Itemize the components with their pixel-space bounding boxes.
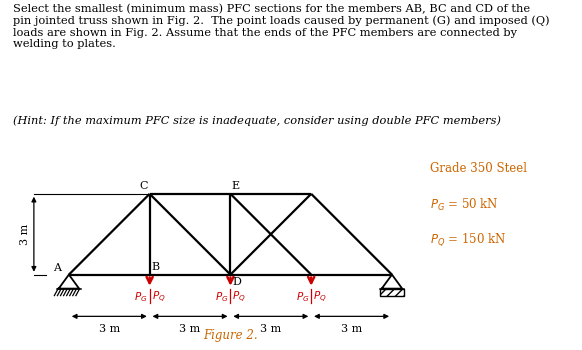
Text: $P_G$: $P_G$ (296, 290, 309, 304)
Text: C: C (140, 181, 148, 191)
Text: 3 m: 3 m (20, 224, 30, 245)
Polygon shape (380, 289, 404, 296)
Text: Figure 2.: Figure 2. (203, 329, 258, 342)
Text: 3 m: 3 m (341, 324, 362, 334)
Text: 3 m: 3 m (260, 324, 282, 334)
Text: $P_G$ = 50 kN: $P_G$ = 50 kN (430, 197, 498, 213)
Text: B: B (151, 262, 159, 272)
Text: $P_G$: $P_G$ (215, 290, 229, 304)
Text: $P_Q$: $P_Q$ (232, 290, 246, 305)
Text: $P_Q$ = 150 kN: $P_Q$ = 150 kN (430, 232, 506, 248)
Text: Grade 350 Steel: Grade 350 Steel (430, 162, 527, 175)
Text: E: E (232, 181, 240, 191)
Text: $P_G$: $P_G$ (134, 290, 148, 304)
Text: $P_Q$: $P_Q$ (313, 290, 327, 305)
Text: 3 m: 3 m (98, 324, 120, 334)
Text: $P_Q$: $P_Q$ (151, 290, 165, 305)
Text: 3 m: 3 m (179, 324, 201, 334)
Text: Select the smallest (minimum mass) PFC sections for the members AB, BC and CD of: Select the smallest (minimum mass) PFC s… (13, 4, 549, 49)
Text: D: D (233, 277, 242, 287)
Text: A: A (54, 263, 61, 273)
Text: (Hint: If the maximum PFC size is inadequate, consider using double PFC members): (Hint: If the maximum PFC size is inadeq… (13, 116, 501, 126)
